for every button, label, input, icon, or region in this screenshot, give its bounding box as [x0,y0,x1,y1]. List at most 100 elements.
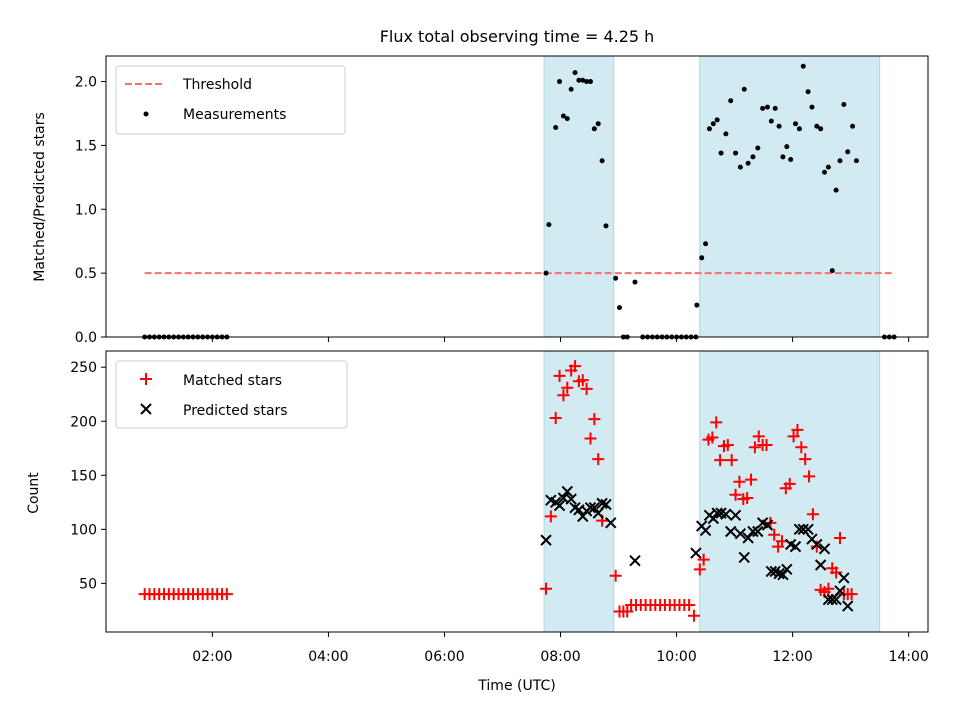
observing-shading [543,55,881,338]
measurement-point [714,117,720,123]
matched-point [803,470,816,483]
predicted-point [777,569,789,581]
measurement-point [568,86,574,92]
ratio-panel: 0.00.51.01.52.0 Matched/Predicted stars … [32,55,929,346]
measurement-point [745,160,751,166]
measurement-point [780,154,786,160]
predicted-point [725,525,737,538]
matched-point [799,453,812,466]
matched-point [561,381,574,394]
predicted-legend-label: Predicted stars [183,403,288,419]
predicted-point [773,567,785,580]
predicted-point [588,502,601,514]
predicted-point [596,497,608,510]
measurement-point [591,126,597,132]
predicted-point [690,547,702,559]
matched-point [768,528,781,541]
measurement-point [564,116,570,122]
ratio-panel-frame [105,55,929,338]
ratio-x-ticks [211,337,910,342]
measurement-point [822,169,828,175]
y-tick-label: 0.0 [75,330,97,346]
matched-point [540,582,553,595]
matched-point [752,430,765,443]
measurement-point [750,154,756,160]
measurement-point [733,150,739,156]
matched-point [621,605,634,618]
measurement-point [768,118,774,124]
measurement-point [841,102,847,108]
predicted-point [747,525,759,538]
measurements-legend-label: Measurements [183,107,286,123]
matched-point [791,423,804,436]
matched-point [544,510,557,523]
matched-point [721,439,734,452]
matched-point [220,588,233,601]
predicted-point [629,554,641,567]
matched-point [683,598,696,611]
predicted-point [802,523,814,536]
matched-point [588,413,601,426]
measurement-point [694,302,700,308]
threshold-legend-label: Threshold [182,77,252,93]
predicted-point [781,563,793,576]
measurement-point [580,77,586,83]
measurement-point [572,70,578,76]
x-tick-label: 04:00 [308,649,348,665]
predicted-point [818,543,831,555]
x-tick-label: 08:00 [540,649,580,665]
matched-point [733,475,746,488]
y-tick-label: 2.0 [75,75,97,91]
predicted-point [838,572,850,584]
measurement-point [825,164,831,170]
x-tick-label: 14:00 [888,649,928,665]
predicted-point [761,519,774,531]
matched-point [845,588,858,601]
matched-point [592,453,605,466]
count-y-axis: 50 100 150 200 250 [70,360,106,592]
matched-point [580,382,593,395]
predicted-point [830,593,842,606]
measurement-point [784,144,790,150]
measurement-point [850,123,856,129]
measurement-point [772,105,778,111]
predicted-point [797,523,809,536]
matched-point [760,439,773,452]
y-tick-label: 200 [70,414,97,430]
matched-point [576,374,589,387]
measurement-point [741,86,747,92]
measurement-point [800,63,806,69]
predicted-point [842,600,854,612]
predicted-point [742,532,754,544]
measurement-point [699,255,705,261]
matched-point [569,360,582,373]
measurement-point [788,156,794,162]
predicted-points [540,485,854,612]
predicted-legend-swatch [140,403,152,415]
count-x-axis: 02:00 04:00 06:00 08:00 10:00 12:00 14:00 [192,632,929,665]
count-y-label: Count [26,472,42,514]
y-tick-label: 100 [70,522,97,538]
predicted-point [752,525,764,538]
matched-point [584,432,597,445]
measurement-point [829,268,835,274]
matched-point [697,553,710,566]
measurement-point [776,123,782,129]
ratio-legend: Threshold Measurements [115,65,346,135]
predicted-point [540,534,552,546]
matched-point [687,609,700,622]
measurement-point [584,79,590,85]
measurement-point [814,123,820,129]
ratio-y-axis: 0.0 0.5 1.0 1.5 2.0 [75,75,106,346]
y-tick-label: 0.5 [75,266,97,282]
matched-point [729,488,742,501]
matched-point [745,473,758,486]
measurement-point [809,104,815,110]
predicted-point [793,523,806,536]
matched-point [833,531,846,544]
measurement-point [760,105,766,111]
y-tick-label: 150 [70,468,97,484]
matched-point [741,491,754,504]
predicted-point [720,508,732,520]
matched-point [710,416,723,429]
